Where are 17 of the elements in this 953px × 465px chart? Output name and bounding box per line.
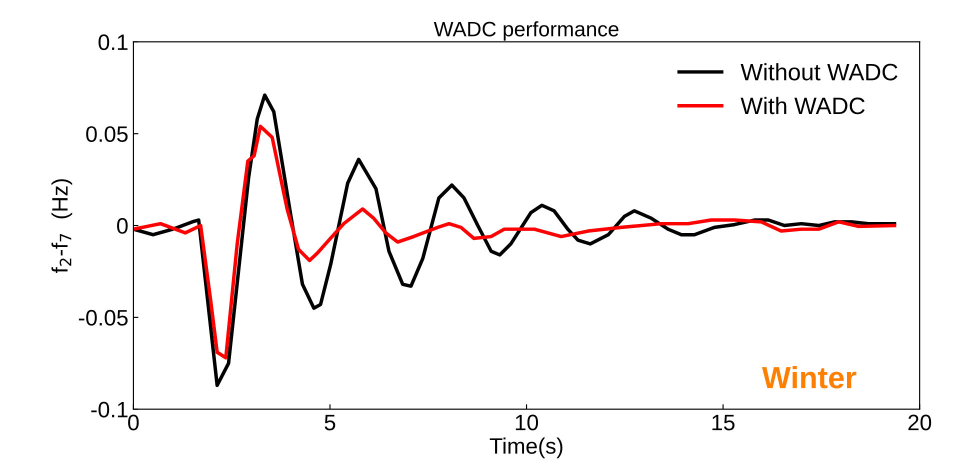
line-series bbox=[133, 124, 896, 360]
x-tick-label: 15 bbox=[712, 414, 735, 430]
y-axis-title: f$_{2}$-f$_{7}$ (Hz) bbox=[51, 179, 72, 273]
x-tick-label: 20 bbox=[908, 414, 932, 430]
legend-label: Without WADC bbox=[740, 63, 898, 80]
y-tick-label: 0 bbox=[117, 218, 128, 234]
y-tick-label: 0.05 bbox=[86, 126, 128, 142]
legend-label: With WADC bbox=[740, 96, 865, 114]
x-axis-title: Time(s) bbox=[490, 438, 562, 458]
y-tick-label: -0.1 bbox=[91, 402, 128, 418]
x-tick-label: 0 bbox=[128, 414, 139, 430]
y-tick-label: 0.1 bbox=[98, 34, 128, 50]
x-tick-label: 5 bbox=[324, 414, 336, 430]
annotation: Winter bbox=[762, 366, 856, 388]
x-tick-label: 10 bbox=[516, 414, 538, 430]
chart-title: WADC performance bbox=[434, 21, 618, 41]
y-tick-label: -0.05 bbox=[78, 310, 128, 326]
